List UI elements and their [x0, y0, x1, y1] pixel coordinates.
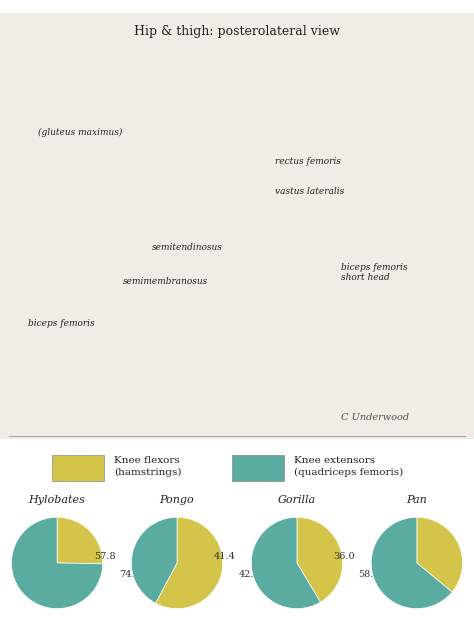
Wedge shape	[417, 517, 463, 592]
Text: 74.7: 74.7	[119, 570, 141, 579]
Title: Hylobates: Hylobates	[28, 495, 85, 505]
Text: Hip & thigh: posterolateral view: Hip & thigh: posterolateral view	[134, 25, 340, 38]
Wedge shape	[155, 517, 223, 609]
Text: 41.4: 41.4	[213, 552, 235, 560]
FancyBboxPatch shape	[232, 455, 284, 481]
Text: 57.8: 57.8	[94, 552, 115, 560]
Text: semimembranosus: semimembranosus	[123, 277, 209, 286]
Wedge shape	[57, 517, 103, 564]
FancyBboxPatch shape	[52, 455, 104, 481]
Wedge shape	[371, 517, 452, 609]
Text: 42.2: 42.2	[239, 570, 261, 579]
Text: (gluteus maximus): (gluteus maximus)	[38, 128, 122, 136]
Text: Knee flexors
(hamstrings): Knee flexors (hamstrings)	[114, 457, 181, 477]
Wedge shape	[131, 517, 177, 603]
Text: semitendinosus: semitendinosus	[152, 243, 223, 252]
Title: Gorilla: Gorilla	[278, 495, 316, 505]
Text: biceps femoris: biceps femoris	[28, 320, 95, 328]
Wedge shape	[297, 517, 343, 602]
Text: C Underwood: C Underwood	[341, 413, 410, 422]
Text: Knee extensors
(quadriceps femoris): Knee extensors (quadriceps femoris)	[294, 457, 403, 477]
Text: biceps femoris
short head: biceps femoris short head	[341, 263, 408, 282]
Wedge shape	[11, 517, 103, 609]
FancyBboxPatch shape	[0, 13, 474, 439]
Text: rectus femoris: rectus femoris	[275, 157, 341, 166]
Text: 58.6: 58.6	[359, 570, 380, 579]
Wedge shape	[251, 517, 320, 609]
Title: Pongo: Pongo	[160, 495, 194, 505]
Title: Pan: Pan	[407, 495, 427, 505]
Text: 36.0: 36.0	[334, 552, 355, 560]
Text: vastus lateralis: vastus lateralis	[275, 187, 344, 196]
